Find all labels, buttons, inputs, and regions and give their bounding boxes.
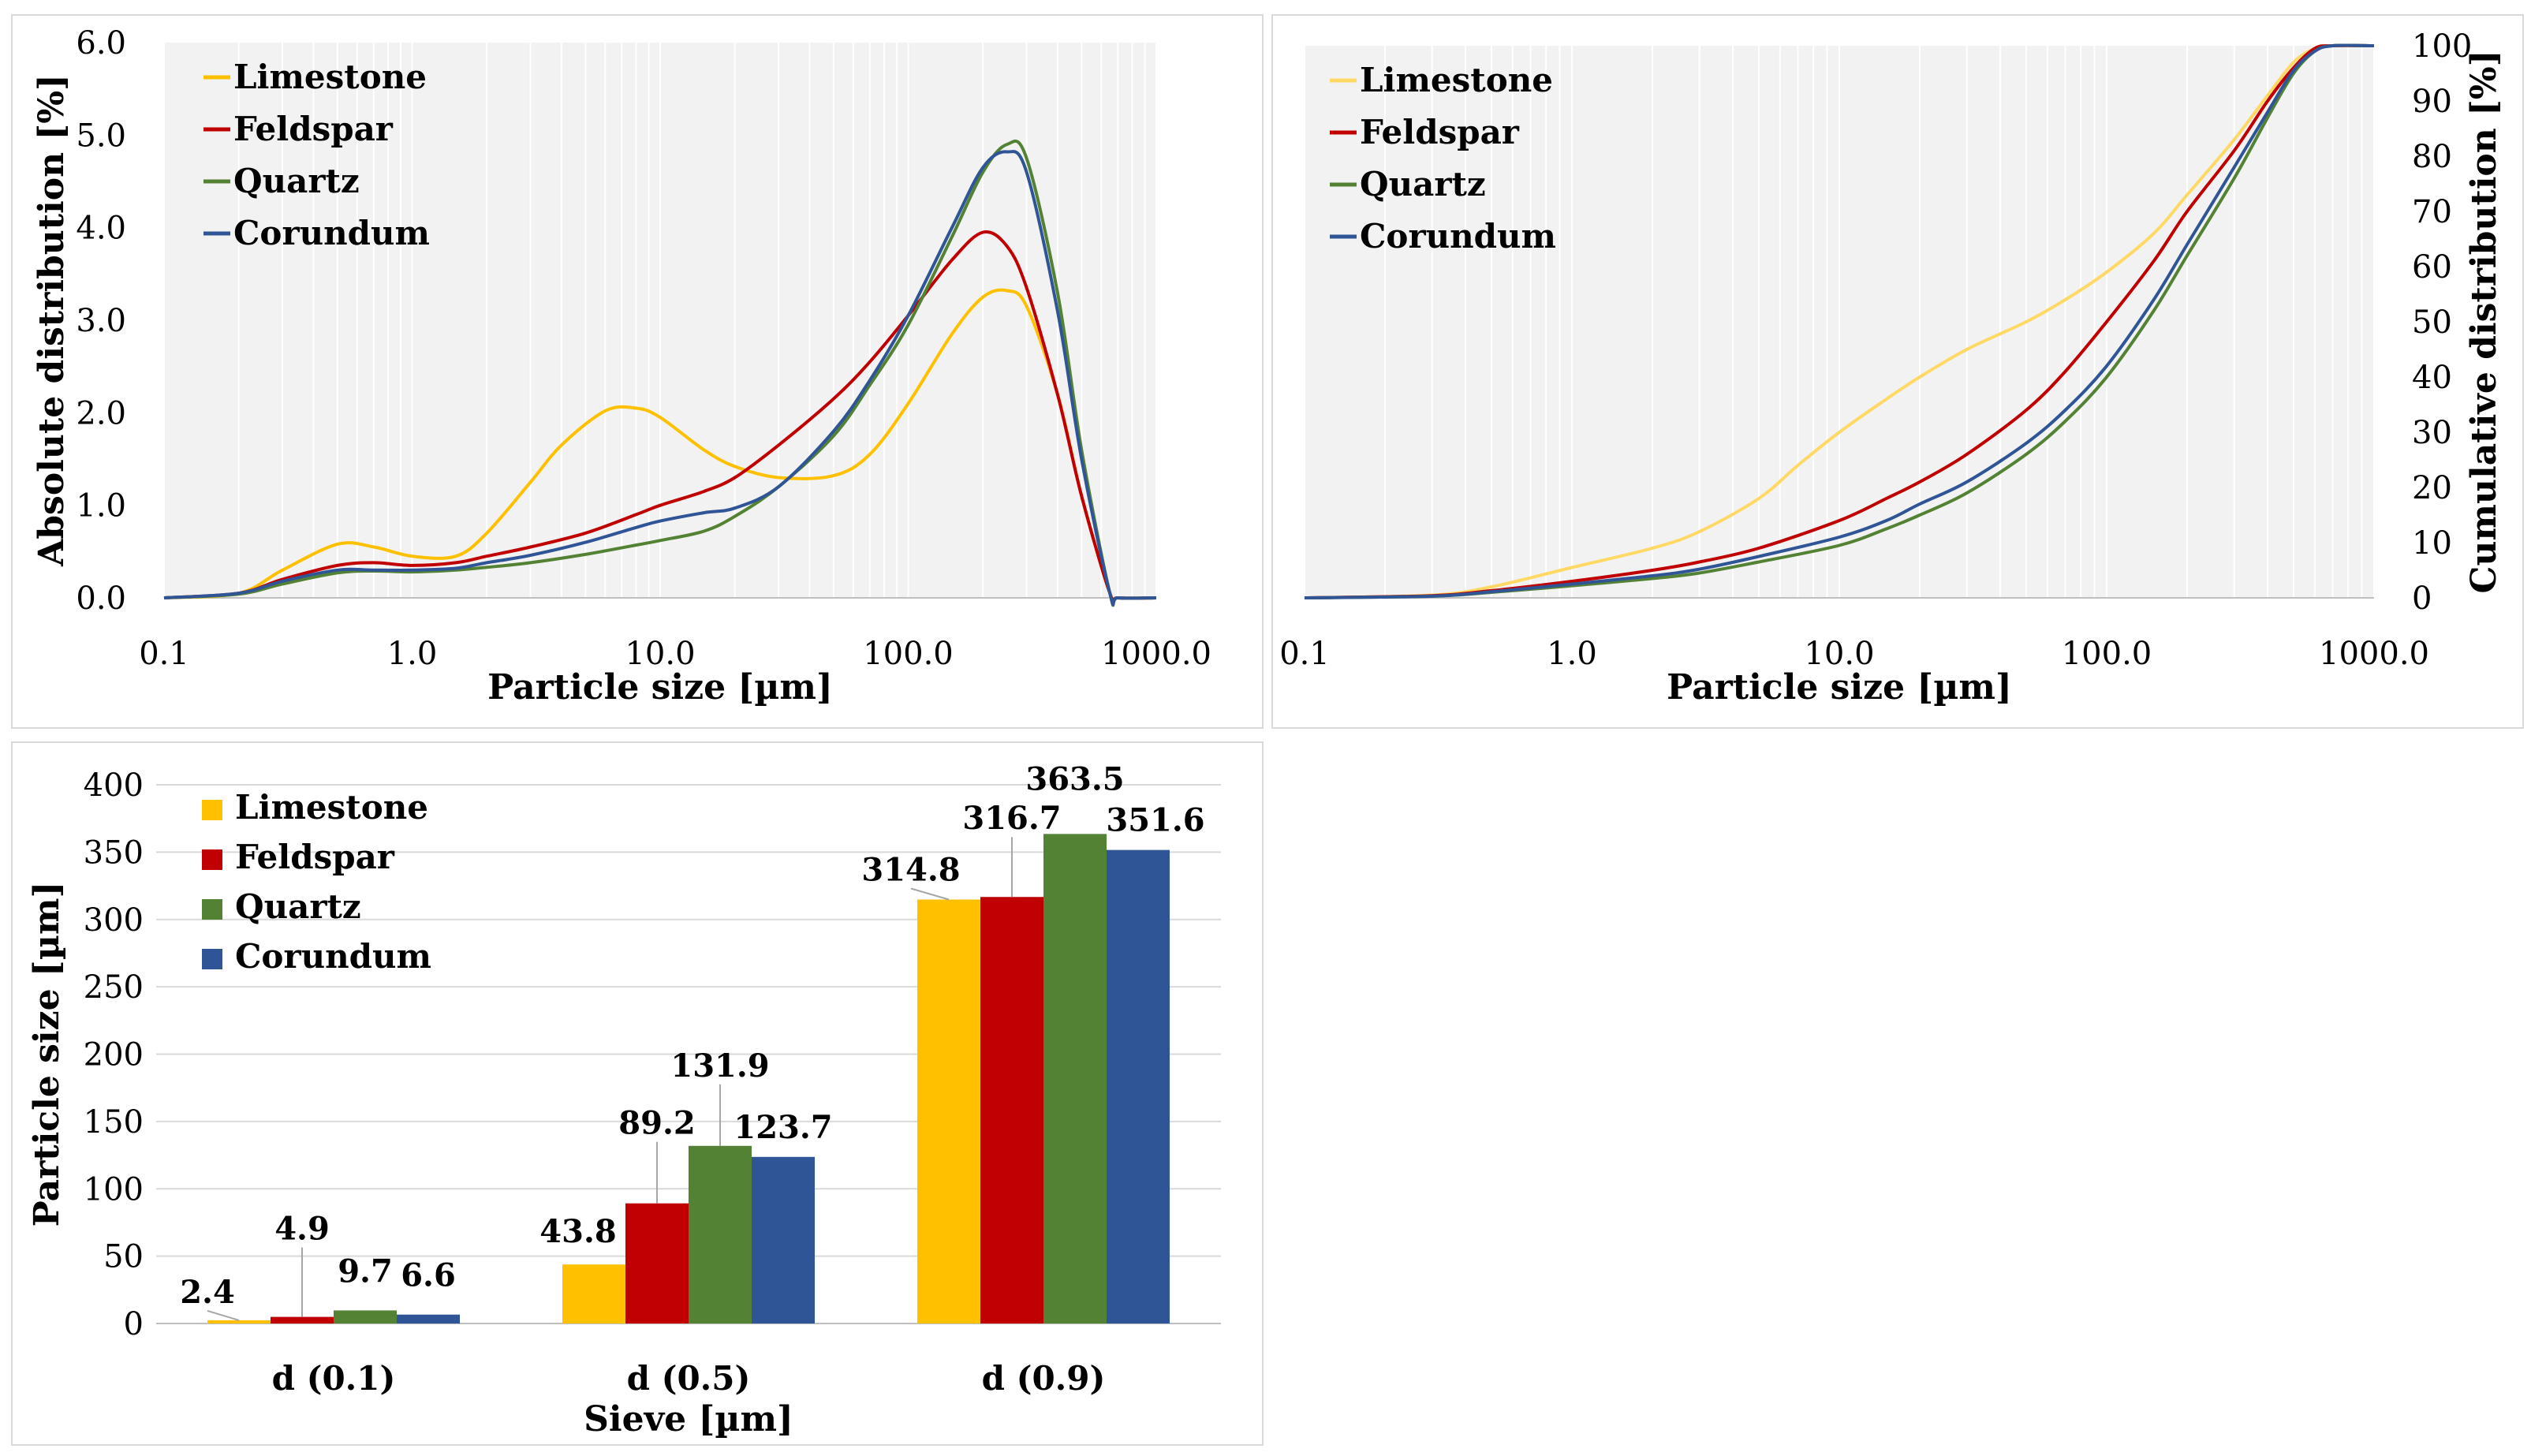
data-label: 9.7	[338, 1253, 393, 1290]
legend-swatch	[202, 899, 222, 920]
y-tick-label: 90	[2412, 84, 2452, 120]
y-tick-label: 60	[2412, 249, 2452, 286]
y-tick-label: 3.0	[76, 303, 126, 339]
bar-limestone	[207, 1320, 271, 1323]
y-axis-title: Cumulative distribution [%]	[2464, 50, 2504, 593]
y-axis-title: Absolute distribution [%]	[32, 74, 72, 567]
y-tick-label: 0.0	[76, 581, 126, 617]
y-tick-label: 0	[2412, 581, 2432, 617]
y-tick-label: 1.0	[76, 488, 126, 525]
legend-label: Limestone	[233, 58, 427, 96]
x-category-label: d (0.5)	[627, 1359, 751, 1398]
series-line-quartz	[1304, 43, 2375, 599]
data-label: 2.4	[180, 1274, 235, 1311]
data-label: 314.8	[861, 851, 960, 888]
legend-label: Limestone	[1360, 61, 1553, 99]
data-label: 4.9	[274, 1211, 330, 1248]
legend-swatch	[202, 800, 222, 820]
x-category-label: d (0.1)	[272, 1359, 396, 1398]
y-tick-label: 5.0	[76, 118, 126, 154]
y-tick-label: 0	[124, 1306, 144, 1342]
bar-quartz	[334, 1310, 397, 1323]
legend-label: Corundum	[235, 937, 431, 976]
y-tick-label: 250	[84, 969, 144, 1006]
chart-3-plot: 0 50 100 150 200 250 300 350 400 d (0.1) 2.4 4.99.7…	[27, 760, 1221, 1439]
data-label-leader	[207, 1309, 240, 1321]
y-tick-label: 70	[2412, 194, 2452, 230]
series-line-corundum	[163, 150, 1157, 607]
x-tick-label: 0.1	[1279, 636, 1330, 672]
bar-corundum	[1107, 849, 1170, 1323]
bar-feldspar	[625, 1203, 689, 1323]
data-label: 43.8	[539, 1213, 616, 1250]
x-tick-label: 1000.0	[2319, 636, 2429, 672]
y-tick-label: 200	[84, 1037, 144, 1073]
legend-label: Feldspar	[1360, 113, 1520, 151]
x-tick-label: 100.0	[863, 636, 954, 672]
y-tick-label: 4.0	[76, 211, 126, 247]
y-tick-label: 100	[84, 1171, 144, 1208]
chart-1-plot: 0.0 1.0 2.0 3.0 4.0 5.0 6.0 0.1 1.0 10.0 100.0 1000…	[32, 25, 1211, 707]
data-label: 363.5	[1025, 760, 1124, 797]
y-tick-label: 20	[2412, 470, 2452, 506]
bar-quartz	[1043, 834, 1107, 1323]
y-tick-label: 40	[2412, 360, 2452, 396]
x-tick-label: 1.0	[387, 636, 438, 672]
y-tick-label: 150	[84, 1104, 144, 1141]
legend-label: Corundum	[233, 214, 430, 252]
bar-corundum	[397, 1314, 460, 1323]
y-tick-label: 350	[84, 834, 144, 871]
x-axis-title: Sieve [µm]	[584, 1399, 793, 1439]
y-tick-label: 2.0	[76, 395, 126, 431]
y-tick-label: 80	[2412, 139, 2452, 175]
bar-limestone	[917, 899, 980, 1323]
series-line-feldspar	[1304, 43, 2375, 599]
data-label: 6.6	[401, 1257, 456, 1294]
data-label: 89.2	[618, 1105, 695, 1142]
legend-label: Quartz	[1360, 165, 1486, 203]
y-tick-label: 50	[103, 1239, 144, 1275]
legend-label: Limestone	[235, 788, 428, 827]
x-tick-label: 1000.0	[1101, 636, 1211, 672]
bar-corundum	[752, 1156, 815, 1323]
legend-label: Quartz	[233, 162, 360, 200]
data-label: 316.7	[962, 800, 1061, 837]
legend-label: Corundum	[1360, 217, 1556, 256]
legend-label: Feldspar	[235, 838, 395, 876]
y-tick-label: 6.0	[76, 25, 126, 62]
x-tick-label: 1.0	[1547, 636, 1597, 672]
x-tick-label: 0.1	[139, 636, 189, 672]
bar-limestone	[562, 1264, 625, 1323]
x-tick-label: 100.0	[2062, 636, 2152, 672]
series-line-limestone	[1304, 43, 2375, 599]
y-tick-label: 50	[2412, 304, 2452, 341]
data-label: 123.7	[734, 1109, 832, 1146]
x-tick-label: 10.0	[1804, 636, 1874, 672]
y-tick-label: 30	[2412, 415, 2452, 451]
y-tick-label: 400	[84, 767, 144, 804]
x-axis-title: Particle size [µm]	[487, 667, 833, 707]
series-line-feldspar	[163, 230, 1157, 604]
data-label: 131.9	[670, 1047, 769, 1085]
chart-2-plot: 0 10 20 30 40 50 60 70 80 90 100 0.1 1.0 10.0 100.0 100…	[1279, 28, 2504, 707]
y-tick-label: 100	[2412, 28, 2472, 65]
x-category-label: d (0.9)	[982, 1359, 1106, 1398]
legend-label: Quartz	[235, 887, 361, 926]
y-tick-label: 300	[84, 902, 144, 939]
x-axis-title: Particle size [µm]	[1667, 667, 2012, 707]
legend-label: Feldspar	[233, 110, 394, 148]
data-label: 351.6	[1106, 802, 1204, 839]
data-label-leader	[910, 887, 950, 901]
legend-swatch	[202, 949, 222, 969]
legend-swatch	[202, 849, 222, 870]
series-line-corundum	[1304, 43, 2375, 599]
bar-feldspar	[271, 1316, 334, 1323]
y-axis-title: Particle size [µm]	[27, 882, 67, 1227]
bar-quartz	[689, 1145, 752, 1323]
x-tick-label: 10.0	[625, 636, 695, 672]
y-tick-label: 10	[2412, 525, 2452, 562]
bar-feldspar	[980, 897, 1043, 1323]
